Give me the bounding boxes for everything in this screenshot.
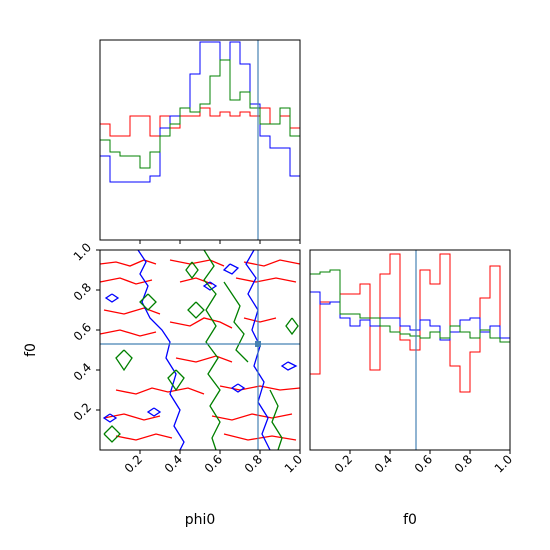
phi0-x-tick-label-2: 0.6 [202, 452, 225, 475]
f0-x-tick-label-2: 0.6 [412, 452, 435, 475]
contour-1-8 [230, 383, 246, 393]
frame-hist-f0 [309, 249, 511, 451]
phi0-x-tick-label-0: 0.2 [122, 452, 145, 475]
contour-0-14 [211, 413, 293, 421]
x-axis-label-phi0: phi0 [185, 512, 216, 528]
hist-f0-series-1 [310, 291, 510, 341]
phi0-x-tick-label-4: 1.0 [282, 452, 305, 475]
contour-0-16 [223, 433, 297, 441]
contour-2-9 [185, 261, 199, 280]
hist-f0-series-0 [310, 253, 510, 393]
panel-histogram-phi0 [99, 39, 301, 244]
contour-1-7 [202, 281, 218, 291]
f0-x-tick-label-0: 0.2 [332, 452, 355, 475]
contour-0-10 [175, 355, 233, 363]
phi0-x-tick-label-1: 0.4 [162, 452, 185, 475]
panel-histogram-f0: 0.2 0.4 0.6 0.8 1.0 [309, 249, 515, 476]
contour-2-0 [203, 249, 221, 451]
contour-1-3 [222, 263, 240, 275]
contour-0-7 [169, 317, 233, 329]
hist-phi0-series-1 [100, 41, 300, 183]
panel-2d-phi0-f0: 0.2 0.4 0.6 0.8 1.0 0.2 0.4 0.6 0.8 1.0 [71, 240, 305, 475]
contour-2-2 [269, 389, 283, 451]
contour-1-4 [280, 361, 298, 371]
contour-2-5 [187, 301, 205, 319]
f0-y-tick-label-4: 1.0 [71, 240, 94, 263]
f0-y-tick-label-0: 0.2 [71, 400, 94, 423]
x-axis-label-f0: f0 [403, 512, 417, 528]
hist-phi0-series-2 [100, 59, 300, 169]
contour-0-11 [115, 387, 205, 395]
f0-y-tick-label-1: 0.4 [71, 360, 94, 383]
f0-x-tick-label-1: 0.4 [372, 452, 395, 475]
contour-0-8 [243, 317, 277, 323]
contour-0-0 [99, 259, 157, 267]
contour-2-6 [167, 369, 185, 392]
y-axis-label-f0: f0 [23, 343, 39, 357]
contour-1-5 [146, 407, 162, 417]
contour-2-1 [223, 281, 249, 363]
contour-0-6 [103, 307, 161, 315]
contour-0-3 [99, 277, 153, 285]
contour-1-6 [102, 413, 118, 423]
contour-0-9 [99, 329, 157, 337]
contour-2-8 [139, 293, 157, 311]
contour-0-1 [169, 259, 225, 267]
contour-0-5 [235, 277, 297, 283]
contour-2-3 [103, 425, 121, 443]
contour-2-7 [285, 317, 299, 336]
hist-phi0-series-0 [100, 107, 300, 137]
frame-hist-phi0 [99, 39, 301, 241]
f0-x-tick-label-4: 1.0 [492, 452, 515, 475]
truth-marker [255, 341, 261, 347]
contour-0-4 [179, 277, 213, 285]
f0-x-tick-label-3: 0.8 [452, 452, 475, 475]
hist-f0-series-2 [310, 269, 510, 343]
contour-0-15 [115, 433, 173, 441]
frame-2d [99, 249, 301, 451]
contour-1-0 [137, 249, 185, 451]
contour-1-2 [104, 293, 120, 303]
contour-2-4 [115, 349, 133, 372]
f0-y-tick-label-2: 0.6 [71, 320, 94, 343]
f0-y-tick-label-3: 0.8 [71, 280, 94, 303]
phi0-x-tick-label-3: 0.8 [242, 452, 265, 475]
contour-0-2 [243, 259, 301, 267]
